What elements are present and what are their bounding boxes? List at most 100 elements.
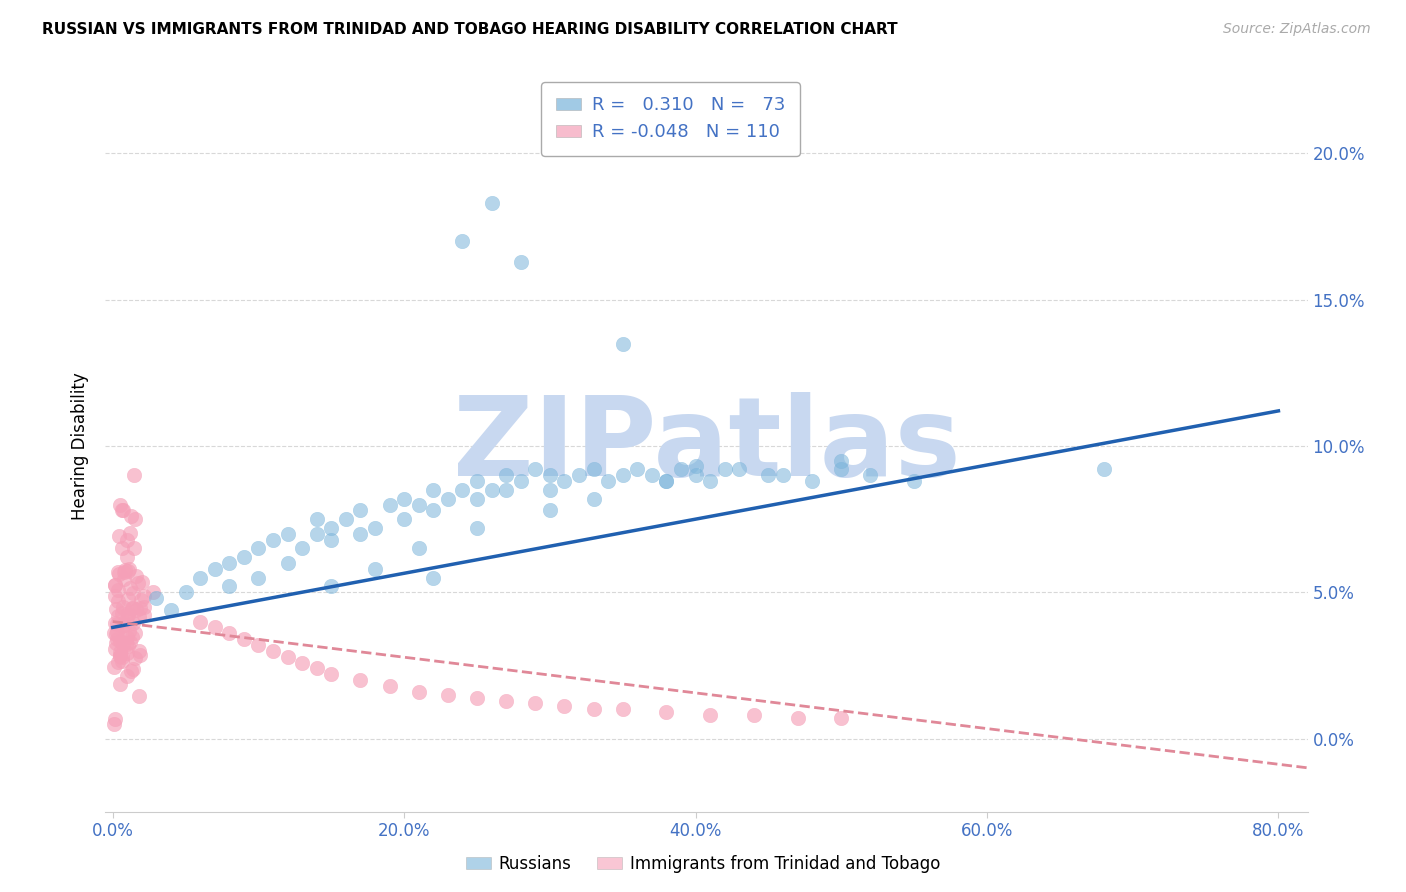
Point [121, 662, 143, 676]
Point [128, 689, 150, 703]
Point [568, 468, 591, 483]
Point [103, 717, 125, 731]
Point [108, 645, 131, 659]
Point [524, 462, 547, 476]
Point [118, 624, 141, 638]
Point [131, 593, 153, 607]
Point [422, 503, 444, 517]
Point [120, 664, 142, 678]
Point [277, 556, 299, 570]
Point [305, 661, 328, 675]
Point [111, 502, 134, 516]
Point [481, 483, 503, 497]
Point [582, 462, 605, 476]
Point [121, 601, 143, 615]
Point [132, 608, 155, 623]
Point [145, 591, 167, 606]
Point [121, 631, 143, 645]
Point [509, 474, 531, 488]
Point [451, 483, 474, 497]
Point [422, 483, 444, 497]
Point [655, 705, 678, 719]
Point [118, 525, 141, 540]
Point [105, 616, 128, 631]
Point [291, 656, 314, 670]
Point [465, 474, 488, 488]
Point [626, 462, 648, 476]
Point [830, 462, 852, 476]
Text: Source: ZipAtlas.com: Source: ZipAtlas.com [1223, 22, 1371, 37]
Point [107, 582, 129, 597]
Point [132, 590, 155, 604]
Point [392, 491, 415, 506]
Point [103, 659, 125, 673]
Point [174, 585, 197, 599]
Point [124, 541, 146, 556]
Point [120, 508, 142, 523]
Point [801, 474, 824, 488]
Point [118, 562, 141, 576]
Point [112, 636, 135, 650]
Point [232, 550, 254, 565]
Point [728, 462, 751, 476]
Point [142, 585, 165, 599]
Point [117, 564, 139, 578]
Point [125, 602, 148, 616]
Point [103, 578, 125, 592]
Point [124, 626, 146, 640]
Point [204, 620, 226, 634]
Point [437, 688, 460, 702]
Point [262, 644, 284, 658]
Point [509, 254, 531, 268]
Point [277, 526, 299, 541]
Point [104, 636, 127, 650]
Text: ZIPatlas: ZIPatlas [453, 392, 960, 500]
Point [612, 336, 634, 351]
Point [131, 574, 153, 589]
Point [107, 608, 129, 623]
Point [111, 606, 134, 620]
Point [112, 503, 135, 517]
Point [655, 474, 678, 488]
Point [118, 635, 141, 649]
Point [408, 685, 430, 699]
Point [111, 619, 134, 633]
Point [349, 526, 371, 541]
Point [495, 468, 517, 483]
Point [408, 541, 430, 556]
Point [321, 533, 343, 547]
Point [218, 626, 240, 640]
Point [495, 483, 517, 497]
Point [830, 711, 852, 725]
Point [105, 602, 128, 616]
Point [105, 626, 128, 640]
Point [699, 708, 721, 723]
Point [408, 498, 430, 512]
Point [1092, 462, 1115, 476]
Legend: Russians, Immigrants from Trinidad and Tobago: Russians, Immigrants from Trinidad and T… [458, 848, 948, 880]
Point [128, 648, 150, 662]
Point [108, 648, 131, 663]
Point [112, 565, 135, 579]
Point [378, 498, 401, 512]
Point [103, 626, 125, 640]
Point [132, 600, 155, 615]
Point [117, 606, 139, 620]
Point [305, 526, 328, 541]
Point [598, 474, 620, 488]
Point [437, 491, 460, 506]
Point [110, 677, 132, 691]
Point [247, 571, 270, 585]
Point [772, 468, 794, 483]
Point [107, 655, 129, 669]
Point [232, 632, 254, 646]
Point [422, 571, 444, 585]
Point [524, 697, 547, 711]
Point [481, 196, 503, 211]
Point [349, 503, 371, 517]
Point [277, 649, 299, 664]
Point [291, 541, 314, 556]
Point [451, 234, 474, 248]
Point [859, 468, 882, 483]
Point [108, 566, 131, 581]
